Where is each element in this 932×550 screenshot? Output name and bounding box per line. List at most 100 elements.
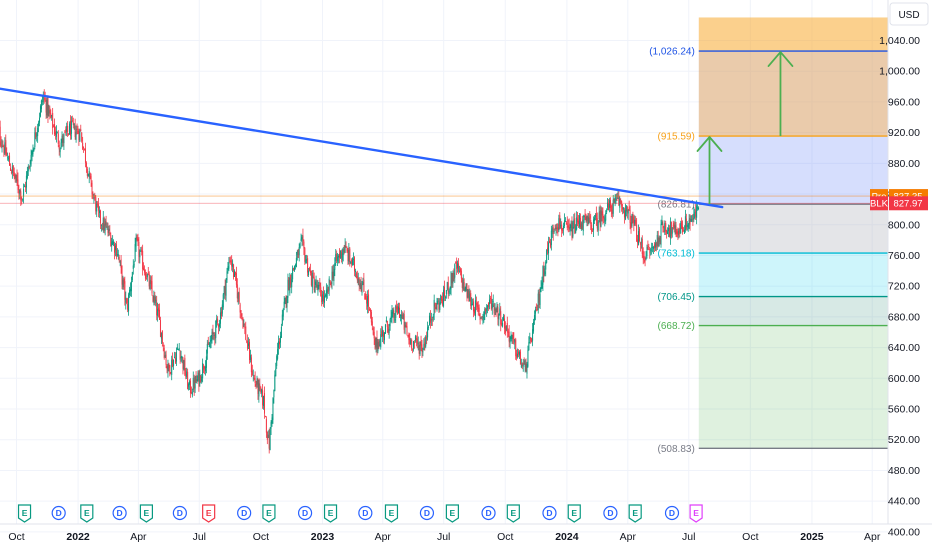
candle-body [607,202,609,208]
earnings-marker[interactable]: E [139,504,153,523]
dividend-marker[interactable]: D [51,505,66,521]
candle-body [416,338,418,343]
candle-body [679,227,681,234]
earnings-marker[interactable]: E [17,504,32,523]
candle-body [618,195,620,206]
dividend-marker[interactable]: D [358,505,373,521]
time-axis[interactable]: Oct 2022 Apr Jul Oct 2023 Apr Jul Oct 2024 Apr Jul O… [0,523,932,543]
earnings-marker[interactable]: E [628,504,642,523]
candle-body [25,175,27,188]
candle-body [516,353,518,358]
candle-body [668,227,670,237]
marker-shape [262,504,276,523]
price-axis[interactable]: 400.00 440.00 480.00 520.00 560.00 600.00 640.… [879,0,932,538]
candle-body [49,107,51,114]
earnings-marker[interactable]: E [323,504,338,523]
candle-body [402,315,404,319]
trendline[interactable] [0,87,724,209]
candle-body [657,237,659,247]
candle-body [245,326,247,340]
candle-body [83,146,85,148]
candle-body [563,220,565,227]
candle-body [365,296,367,300]
candle-body [189,381,191,385]
candle-body [11,166,13,173]
dividend-marker[interactable]: D [542,505,557,521]
candle-body [617,198,619,199]
candle-body [138,241,140,257]
candle-body [333,268,335,282]
candle-body [118,256,120,261]
candle-body [90,175,92,181]
dividend-marker[interactable]: D [419,505,435,521]
candle-body [152,295,154,302]
currency-button[interactable]: USD [889,2,929,26]
fib-zone [698,204,888,254]
marker-shape [172,505,187,521]
earnings-marker[interactable]: E [202,504,216,523]
dividend-marker[interactable]: D [603,505,618,521]
candle-body [407,335,409,337]
candle-body [511,334,513,339]
earnings-marker[interactable]: E [689,504,703,523]
trendline-line[interactable] [0,87,724,209]
price-reference-lines [0,195,888,204]
candle-body [239,304,241,313]
candle-body [73,123,75,126]
x-tick-label: Jul [193,531,206,543]
candle-body [465,284,467,291]
candle-body [173,359,175,366]
marker-letter: E [571,508,577,518]
earnings-marker[interactable]: E [384,504,399,523]
candle-body [613,198,615,201]
dividend-marker[interactable]: D [297,505,313,521]
candle-body [462,279,464,289]
candle-body [467,289,469,298]
marker-letter: D [117,508,123,518]
dividend-marker[interactable]: D [237,505,252,521]
candle-body [382,329,384,337]
candle-body [477,304,479,309]
fib-level-label: (706.45) [658,292,695,303]
candle-body [277,349,279,359]
earnings-marker[interactable]: E [80,504,94,523]
dividend-marker[interactable]: D [664,505,680,521]
candle-body [557,227,559,231]
dividend-marker[interactable]: D [172,505,187,521]
candle-body [233,264,235,278]
candle-body [93,197,95,199]
dividend-marker[interactable]: D [481,505,496,521]
candle-body [66,125,68,132]
candle-body [532,329,534,341]
earnings-marker[interactable]: E [445,504,459,523]
currency-label: USD [898,10,919,21]
dividend-marker[interactable]: D [112,505,127,521]
candle-body [154,297,156,302]
earnings-marker[interactable]: E [506,504,520,523]
earnings-marker[interactable]: E [567,504,581,523]
earnings-marker[interactable]: E [262,504,276,523]
candle-body [587,216,589,224]
candle-body [316,284,318,289]
candle-body [341,253,343,260]
candle-body [454,264,456,278]
candle-body [50,113,52,118]
candle-body [222,294,224,308]
candle-body [165,354,167,365]
candle-body [204,366,206,372]
candle-body [285,296,287,305]
badge-tag [870,196,888,211]
target-arrow-head[interactable] [767,51,794,67]
candle-body [24,186,26,188]
candle-body [122,279,124,287]
candle-body [174,356,176,358]
candle-body [193,380,195,390]
target-arrow-head[interactable] [696,136,723,152]
candle-body [593,219,595,231]
candle-body [689,217,691,225]
target-arrows[interactable] [696,51,794,205]
candle-body [70,121,72,134]
candle-body [80,129,82,132]
